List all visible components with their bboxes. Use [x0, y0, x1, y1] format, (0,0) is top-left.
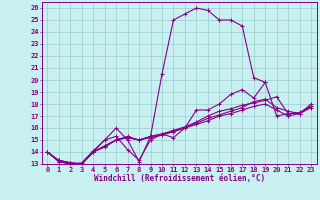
X-axis label: Windchill (Refroidissement éolien,°C): Windchill (Refroidissement éolien,°C) — [94, 174, 265, 183]
